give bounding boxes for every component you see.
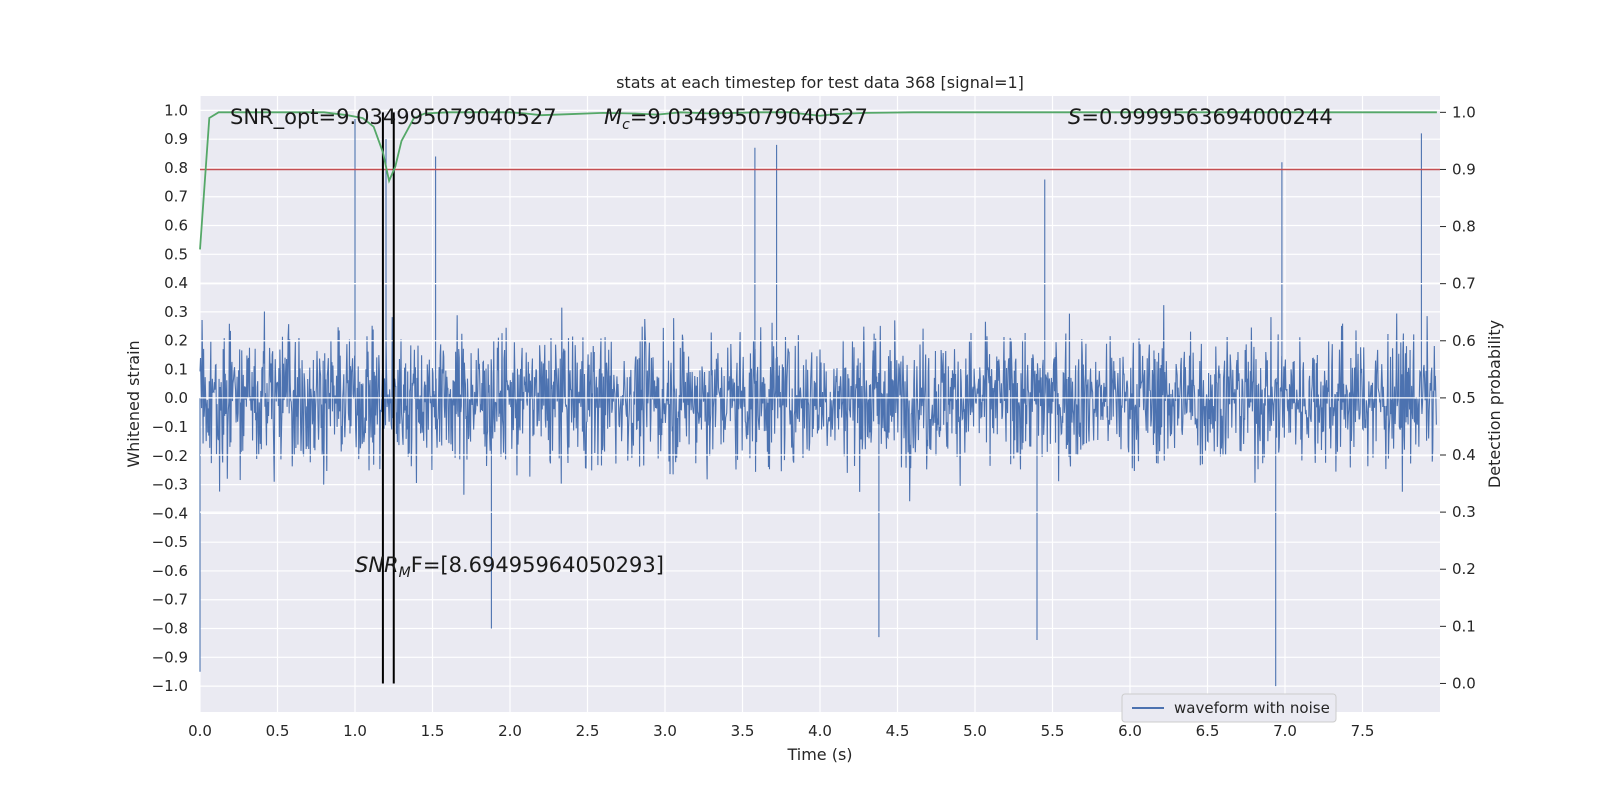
- x-tick-label: 0.0: [188, 722, 212, 740]
- y-left-tick-label: −0.7: [152, 591, 188, 609]
- snr-opt-annotation: SNR_opt=9.034995079040527: [230, 105, 557, 130]
- x-tick-label: 3.5: [731, 722, 755, 740]
- y-right-tick-label: 0.5: [1452, 389, 1476, 407]
- y-right-tick-label: 0.4: [1452, 446, 1476, 464]
- y-left-tick-label: 0.0: [164, 389, 188, 407]
- y-right-tick-label: 0.3: [1452, 503, 1476, 521]
- x-tick-label: 6.0: [1118, 722, 1142, 740]
- y-left-tick-label: 0.3: [164, 303, 188, 321]
- overlay: [199, 111, 1440, 684]
- legend-label: waveform with noise: [1174, 699, 1330, 717]
- y-left-tick-label: −0.4: [152, 504, 188, 522]
- snr-mf-value: F=[8.69495964050293]: [411, 553, 664, 577]
- chart-title: stats at each timestep for test data 368…: [616, 73, 1024, 92]
- y-right-ticks: 1.0 0.9 0.8 0.7 0.6 0.5 0.4 0.3 0.2 0.1 0.0: [1440, 103, 1476, 692]
- legend-box: [1121, 693, 1337, 723]
- y-left-tick-label: 0.7: [164, 188, 188, 206]
- y-right-tick-label: 0.2: [1452, 560, 1476, 578]
- x-tick-label: 1.0: [343, 722, 367, 740]
- y-right-tick-label: 0.0: [1452, 674, 1476, 692]
- y-left-tick-label: −0.8: [152, 620, 188, 638]
- y-left-ticks: 1.0 0.9 0.8 0.7 0.6 0.5 0.4 0.3 0.2 0.1 0.0 −0.1 −0.…: [152, 101, 188, 695]
- x-tick-label: 2.5: [576, 722, 600, 740]
- y-left-tick-label: 0.6: [164, 217, 188, 235]
- y-right-tick-label: 0.1: [1452, 617, 1476, 635]
- y-left-tick-label: −0.1: [152, 418, 188, 436]
- y-left-tick-label: 0.8: [164, 159, 188, 177]
- y-left-tick-label: −0.9: [152, 648, 188, 666]
- x-tick-label: 6.5: [1196, 722, 1220, 740]
- y-right-tick-label: 0.8: [1452, 218, 1476, 236]
- legend: waveform with noise: [1121, 693, 1337, 723]
- x-tick-label: 7.0: [1273, 722, 1297, 740]
- x-tick-label: 3.0: [653, 722, 677, 740]
- y-left-tick-label: −0.5: [152, 533, 188, 551]
- x-axis-label: Time (s): [786, 745, 852, 764]
- s-symbol: S: [1068, 105, 1081, 129]
- mc-subscript: c: [622, 117, 630, 133]
- y-left-tick-label: −0.3: [152, 476, 188, 494]
- y-left-tick-label: −0.2: [152, 447, 188, 465]
- waveform-line: [199, 119, 1437, 687]
- waveform-series: [199, 119, 1437, 687]
- y-left-tick-label: 0.9: [164, 130, 188, 148]
- y-left-tick-label: 0.1: [164, 360, 188, 378]
- y-right-tick-label: 1.0: [1452, 103, 1476, 121]
- x-ticks: 0.0 0.5 1.0 1.5 2.0 2.5 3.0 3.5 4.0 4.5 5.0 5.5 6.0 6…: [188, 722, 1374, 740]
- snr-mf-subscript: M: [399, 565, 411, 581]
- x-tick-label: 5.5: [1041, 722, 1065, 740]
- mc-annotation: Mc=9.034995079040527: [604, 105, 868, 133]
- x-tick-label: 2.0: [498, 722, 522, 740]
- x-tick-label: 1.5: [421, 722, 445, 740]
- y-right-tick-label: 0.9: [1452, 160, 1476, 178]
- snr-mf-annotation: SNRMF=[8.69495964050293]: [355, 553, 664, 581]
- s-value: =0.9999563694000244: [1081, 105, 1332, 129]
- y-left-tick-label: 0.2: [164, 332, 188, 350]
- s-annotation: S=0.9999563694000244: [1068, 105, 1333, 129]
- x-tick-label: 5.0: [963, 722, 987, 740]
- y-left-tick-label: 0.5: [164, 245, 188, 263]
- x-tick-label: 7.5: [1351, 722, 1375, 740]
- y-left-axis-label: Whitened strain: [124, 340, 143, 467]
- snr-mf-symbol: SNR: [355, 553, 399, 577]
- y-left-tick-label: 0.4: [164, 274, 188, 292]
- y-right-tick-label: 0.6: [1452, 332, 1476, 350]
- y-right-axis-label: Detection probability: [1485, 320, 1504, 488]
- mc-symbol: M: [604, 105, 622, 129]
- x-tick-label: 0.5: [266, 722, 290, 740]
- x-tick-label: 4.5: [886, 722, 910, 740]
- mc-value: =9.034995079040527: [630, 105, 868, 129]
- y-left-tick-label: −1.0: [152, 677, 188, 695]
- y-left-tick-label: −0.6: [152, 562, 188, 580]
- y-right-tick-label: 0.7: [1452, 275, 1476, 293]
- probability-line: [199, 111, 1437, 250]
- y-left-tick-label: 1.0: [164, 101, 188, 119]
- x-tick-label: 4.0: [808, 722, 832, 740]
